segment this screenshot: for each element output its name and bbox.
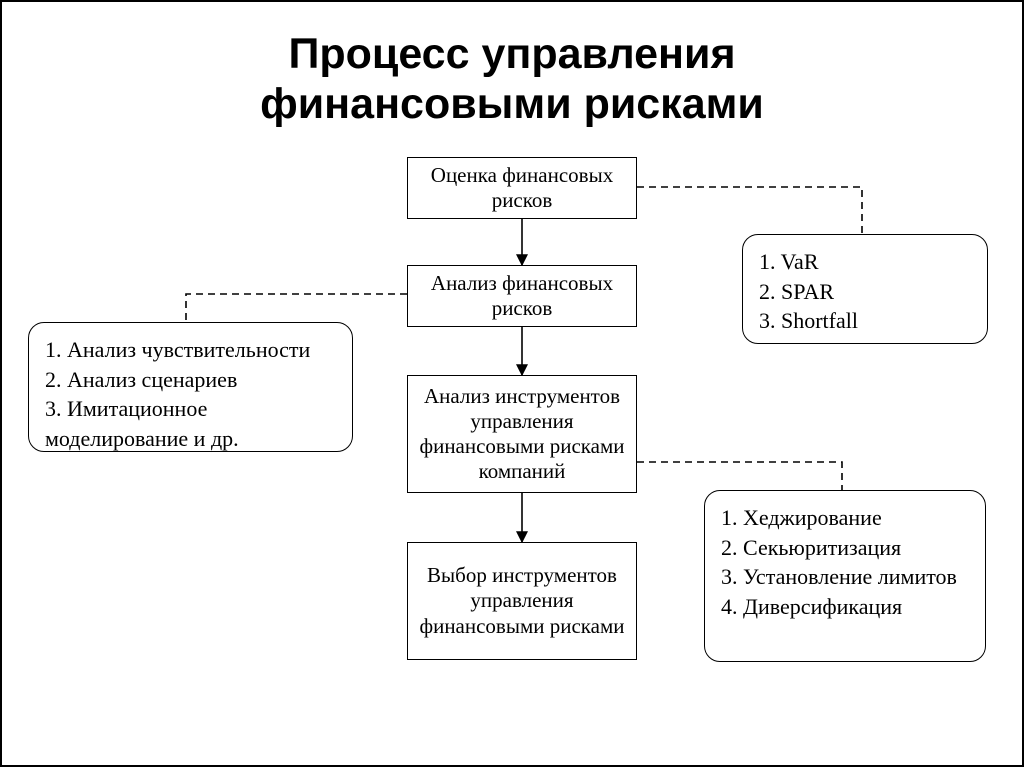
sidebox-item: 3. Shortfall — [759, 306, 971, 336]
title-line-2: финансовыми рисками — [2, 80, 1022, 129]
sidebox-item: 2. Анализ сценариев — [45, 365, 336, 395]
sidebox-item: 2. SPAR — [759, 277, 971, 307]
node-evaluation: Оценка финансовых рисков — [407, 157, 637, 219]
sidebox-item: 3. Установление лимитов — [721, 562, 969, 592]
sidebox-item: 1. VaR — [759, 247, 971, 277]
sidebox-sensitivity: 1. Анализ чувствительности2. Анализ сцен… — [28, 322, 353, 452]
sidebox-item: 3. Имитационное моделирование и др. — [45, 394, 336, 453]
sidebox-item: 1. Хеджирование — [721, 503, 969, 533]
edge-n2-s2 — [186, 294, 407, 322]
diagram-page: Процесс управления финансовыми рисками О… — [0, 0, 1024, 767]
sidebox-item: 1. Анализ чувствительности — [45, 335, 336, 365]
sidebox-item: 4. Диверсификация — [721, 592, 969, 622]
sidebox-var-spar-shortfall: 1. VaR2. SPAR3. Shortfall — [742, 234, 988, 344]
edge-n3-s3 — [637, 462, 842, 490]
node-instrument-choice: Выбор инструментов управления финансовым… — [407, 542, 637, 660]
edge-n1-s1 — [637, 187, 862, 234]
sidebox-item: 2. Секьюритизация — [721, 533, 969, 563]
node-analysis: Анализ финансовых рисков — [407, 265, 637, 327]
node-instrument-analysis: Анализ инструментов управления финансовы… — [407, 375, 637, 493]
sidebox-hedging: 1. Хеджирование2. Секьюритизация3. Устан… — [704, 490, 986, 662]
title-line-1: Процесс управления — [2, 30, 1022, 79]
